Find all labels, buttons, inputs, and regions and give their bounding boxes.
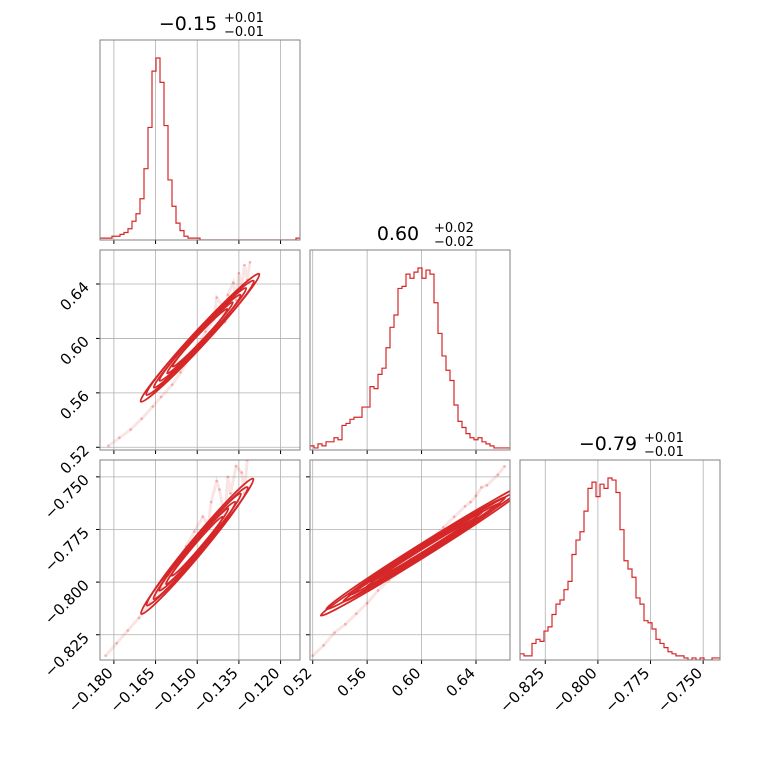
panel-frame-2-2 — [519, 459, 721, 661]
sample-point-2-1-19 — [480, 486, 483, 489]
sample-point-1-0-14 — [232, 281, 235, 285]
y-tick-label-1-0: 0.52 — [56, 441, 92, 477]
sample-point-2-1-13 — [452, 515, 456, 519]
contour-2-1-1-2 — [325, 482, 510, 611]
x-tick-label-2-2: −0.775 — [601, 664, 653, 716]
contour-1-0-1-0 — [171, 301, 234, 368]
y-tick-label-1-2: 0.60 — [56, 333, 92, 369]
sample-point-2-1-20 — [469, 500, 472, 504]
x-tick-label-1-2: 0.60 — [388, 664, 424, 700]
sample-point-2-1-6 — [376, 589, 380, 592]
sample-point-2-0-17 — [215, 479, 218, 483]
contour-2-0-1-2 — [145, 477, 255, 607]
panel-frame-2-1 — [309, 459, 511, 661]
histogram-1 — [310, 267, 510, 450]
sample-point-2-0-19 — [229, 492, 232, 496]
sample-point-1-0-13 — [226, 293, 230, 297]
sample-point-1-0-5 — [159, 395, 163, 399]
sample-point-2-1-12 — [442, 526, 445, 529]
sample-point-1-0-2 — [129, 428, 132, 431]
sample-point-2-0-13 — [226, 475, 230, 479]
x-tick-label-1-1: 0.56 — [334, 664, 370, 700]
panel-frame-1-1 — [309, 249, 511, 451]
contour-2-0-1-0 — [170, 507, 230, 577]
sample-point-2-0-1 — [115, 641, 118, 645]
sample-point-1-0-16 — [243, 263, 246, 267]
title-plus-2: +0.01 — [644, 431, 684, 446]
sample-point-2-1-0 — [311, 654, 315, 658]
sample-point-1-0-15 — [237, 271, 241, 275]
y-tick-label-2-0: −0.825 — [41, 629, 93, 681]
title-median-2: −0.79 — [579, 433, 637, 455]
y-tick-label-1-1: 0.56 — [56, 387, 92, 423]
x-tick-label-1-0: 0.52 — [279, 664, 315, 700]
contour-1-0-1-2 — [145, 272, 261, 396]
title-median-1: 0.60 — [377, 223, 419, 245]
sample-point-1-0-18 — [234, 299, 238, 302]
x-tick-label-2-0: −0.825 — [496, 664, 548, 716]
x-tick-label-0-3: −0.135 — [190, 664, 242, 716]
sample-point-2-1-17 — [496, 473, 500, 477]
contour-2-0-1-1 — [158, 492, 242, 592]
joint-panel-2-0 — [104, 460, 255, 658]
panel-frame-1-0 — [99, 249, 301, 451]
sample-point-1-0-10 — [204, 330, 207, 333]
x-tick-label-0-2: −0.150 — [148, 664, 200, 716]
sample-point-1-0-0 — [107, 444, 110, 448]
title-median-0: −0.15 — [159, 13, 217, 35]
sample-point-2-0-9 — [193, 530, 196, 533]
panel-frame-2-0 — [99, 459, 301, 661]
sample-point-2-1-1 — [322, 644, 325, 647]
sample-point-2-0-5 — [159, 587, 163, 590]
x-tick-label-2-3: −0.750 — [654, 664, 706, 716]
title-plus-0: +0.01 — [224, 11, 264, 26]
sample-point-2-0-10 — [201, 515, 205, 519]
sample-point-1-0-4 — [151, 405, 155, 408]
sample-point-2-1-15 — [474, 494, 478, 498]
sample-point-2-0-14 — [234, 465, 238, 468]
sample-point-2-1-18 — [503, 465, 506, 468]
x-tick-label-0-0: −0.180 — [65, 664, 117, 716]
sample-point-2-0-2 — [126, 629, 130, 632]
y-tick-label-2-3: −0.750 — [41, 471, 93, 523]
x-tick-label-1-3: 0.64 — [442, 664, 478, 700]
sample-point-2-1-3 — [344, 622, 347, 626]
sample-band-2-0 — [104, 460, 249, 657]
x-tick-label-0-1: −0.165 — [106, 664, 158, 716]
title-minus-0: −0.01 — [224, 25, 264, 40]
y-tick-label-1-3: 0.64 — [56, 278, 92, 314]
sample-point-2-1-4 — [355, 612, 358, 615]
sample-point-1-0-1 — [118, 436, 121, 440]
contour-2-1-1-1 — [347, 496, 507, 597]
sample-point-2-0-15 — [240, 471, 243, 474]
contour-1-0-1-1 — [158, 286, 248, 382]
joint-panel-1-0 — [107, 260, 261, 448]
sample-point-1-0-20 — [248, 260, 252, 264]
title-minus-1: −0.02 — [434, 235, 474, 250]
sample-point-2-1-5 — [365, 601, 369, 605]
title-minus-2: −0.01 — [644, 445, 684, 460]
sample-point-2-0-12 — [218, 488, 221, 491]
x-tick-label-2-1: −0.800 — [549, 664, 601, 716]
histogram-0 — [100, 57, 300, 240]
sample-point-2-0-0 — [104, 654, 107, 658]
sample-point-2-0-3 — [137, 616, 141, 620]
sample-point-2-1-14 — [463, 505, 467, 508]
y-tick-label-2-1: −0.800 — [41, 576, 93, 628]
y-tick-label-2-2: −0.775 — [41, 524, 93, 576]
sample-point-1-0-17 — [215, 296, 218, 299]
sample-point-1-0-3 — [140, 417, 143, 421]
histogram-2 — [520, 477, 720, 660]
sample-point-1-0-7 — [179, 371, 182, 374]
sample-point-2-0-11 — [209, 500, 213, 504]
x-tick-label-0-4: −0.120 — [231, 664, 283, 716]
joint-panel-2-1 — [311, 465, 510, 658]
sample-point-2-1-16 — [485, 484, 489, 487]
panel-frame-0-0 — [99, 39, 301, 241]
sample-point-2-1-2 — [333, 631, 336, 634]
contour-2-1-1-0 — [370, 510, 484, 583]
title-plus-1: +0.02 — [434, 221, 474, 236]
sample-point-1-0-6 — [170, 383, 174, 387]
